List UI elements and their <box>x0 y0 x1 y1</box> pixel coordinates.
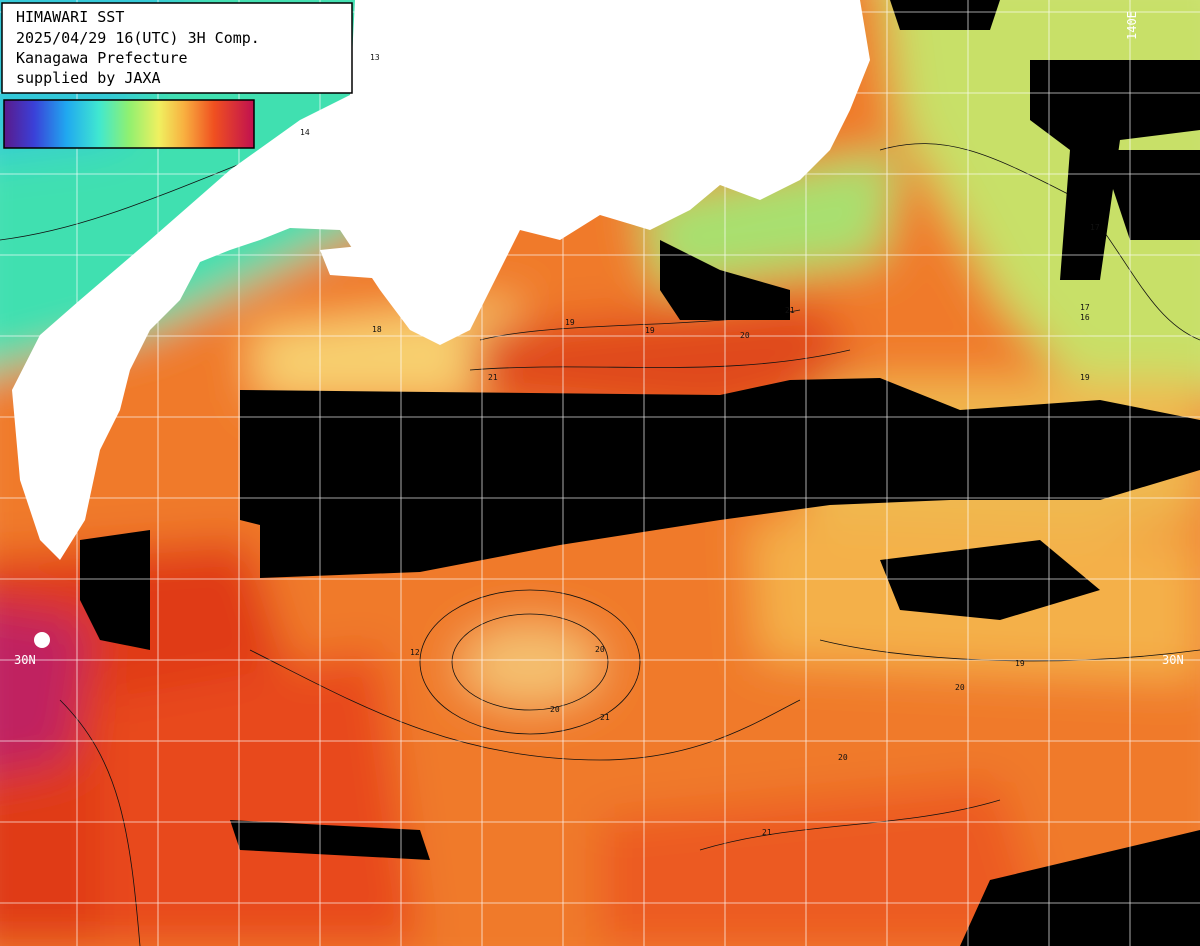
contour-label: 19 <box>565 318 575 327</box>
contour-label: 20 <box>550 705 560 714</box>
contour-label: 19 <box>1080 373 1090 382</box>
contour-label: 19 <box>645 326 655 335</box>
contour-label: 21 <box>785 306 795 315</box>
clouds <box>80 0 1200 946</box>
contour-label: 17 <box>1080 303 1090 312</box>
contour-label: 13 <box>370 53 380 62</box>
header-box: HIMAWARI SST 2025/04/29 16(UTC) 3H Comp.… <box>1 2 353 94</box>
contour-label: 20 <box>838 753 848 762</box>
header-line: 2025/04/29 16(UTC) 3H Comp. <box>16 29 260 47</box>
contour-label: 12 <box>410 648 420 657</box>
contour-label: 20 <box>740 331 750 340</box>
header-line: supplied by JAXA <box>16 69 161 87</box>
lon-label: 140E <box>1125 11 1139 40</box>
contour-label: 21 <box>488 373 498 382</box>
contour-label: 19 <box>1015 659 1025 668</box>
header-line: HIMAWARI SST <box>16 8 124 26</box>
header-line: Kanagawa Prefecture <box>16 49 188 67</box>
land <box>12 0 870 648</box>
colorbar <box>3 99 255 149</box>
contour-label: 20 <box>595 645 605 654</box>
contour-label: 14 <box>300 128 310 137</box>
lat-label: 30N <box>1162 653 1184 667</box>
contour-label: 20 <box>955 683 965 692</box>
contour-label: 17 <box>1090 223 1100 232</box>
lon-label: 136E <box>483 9 497 38</box>
contour-label: 18 <box>372 325 382 334</box>
contour-label: 21 <box>762 828 772 837</box>
lat-label: 30N <box>14 653 36 667</box>
contour-label: 21 <box>600 713 610 722</box>
contour-label: 16 <box>1080 313 1090 322</box>
